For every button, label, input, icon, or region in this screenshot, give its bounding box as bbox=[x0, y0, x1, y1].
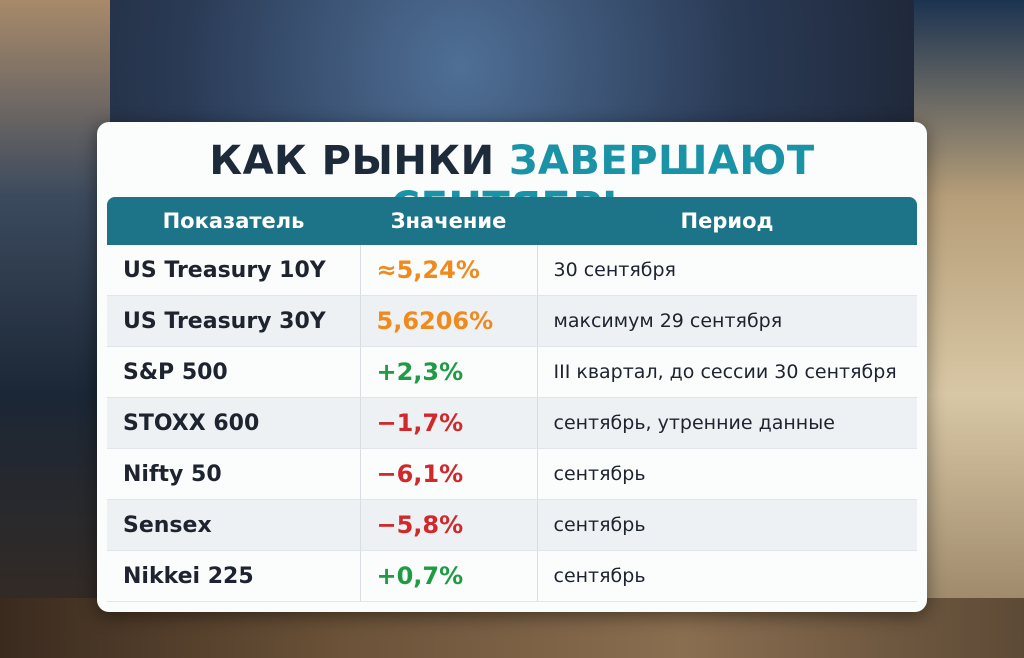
table-row: US Treasury 10Y ≈5,24% 30 сентября bbox=[107, 245, 917, 296]
table-row: Sensex −5,8% сентябрь bbox=[107, 499, 917, 551]
header-row: Показатель Значение Период bbox=[107, 197, 917, 245]
card: КАК РЫНКИ ЗАВЕРШАЮТ СЕНТЯБРЬ Показатель … bbox=[97, 122, 927, 612]
background-left bbox=[0, 0, 110, 658]
value: −5,8% bbox=[360, 499, 538, 551]
period: сентябрь bbox=[537, 550, 917, 602]
period: 30 сентября bbox=[537, 245, 917, 296]
value: 5,6206% bbox=[360, 295, 538, 347]
indicator: US Treasury 30Y bbox=[107, 295, 361, 347]
background-right bbox=[914, 0, 1024, 658]
period: максимум 29 сентября bbox=[537, 295, 917, 347]
table-row: Nikkei 225 +0,7% сентябрь bbox=[107, 550, 917, 602]
table: Показатель Значение Период US Treasury 1… bbox=[107, 197, 917, 602]
indicator: Sensex bbox=[107, 499, 361, 551]
table-row: STOXX 600 −1,7% сентябрь, утренние данные bbox=[107, 397, 917, 449]
value: −6,1% bbox=[360, 448, 538, 500]
indicator: S&P 500 bbox=[107, 346, 361, 398]
header-cell: Показатель bbox=[107, 197, 360, 245]
table-body: US Treasury 10Y ≈5,24% 30 сентября US Treas… bbox=[107, 245, 917, 602]
header-cell: Период bbox=[537, 197, 917, 245]
indicator: Nikkei 225 bbox=[107, 550, 361, 602]
title-part: КАК РЫНКИ bbox=[209, 138, 495, 184]
value: +0,7% bbox=[360, 550, 538, 602]
indicator: US Treasury 10Y bbox=[107, 245, 361, 296]
indicator: Nifty 50 bbox=[107, 448, 361, 500]
header-cell: Значение bbox=[360, 197, 537, 245]
table-row: US Treasury 30Y 5,6206% максимум 29 сентяб… bbox=[107, 295, 917, 347]
value: −1,7% bbox=[360, 397, 538, 449]
table-row: S&P 500 +2,3% III квартал, до сессии 30 се… bbox=[107, 346, 917, 398]
indicator: STOXX 600 bbox=[107, 397, 361, 449]
period: сентябрь bbox=[537, 448, 917, 500]
period: III квартал, до сессии 30 сентября bbox=[537, 346, 917, 398]
value: +2,3% bbox=[360, 346, 538, 398]
period: сентябрь, утренние данные bbox=[537, 397, 917, 449]
value: ≈5,24% bbox=[360, 245, 538, 296]
period: сентябрь bbox=[537, 499, 917, 551]
table-row: Nifty 50 −6,1% сентябрь bbox=[107, 448, 917, 500]
